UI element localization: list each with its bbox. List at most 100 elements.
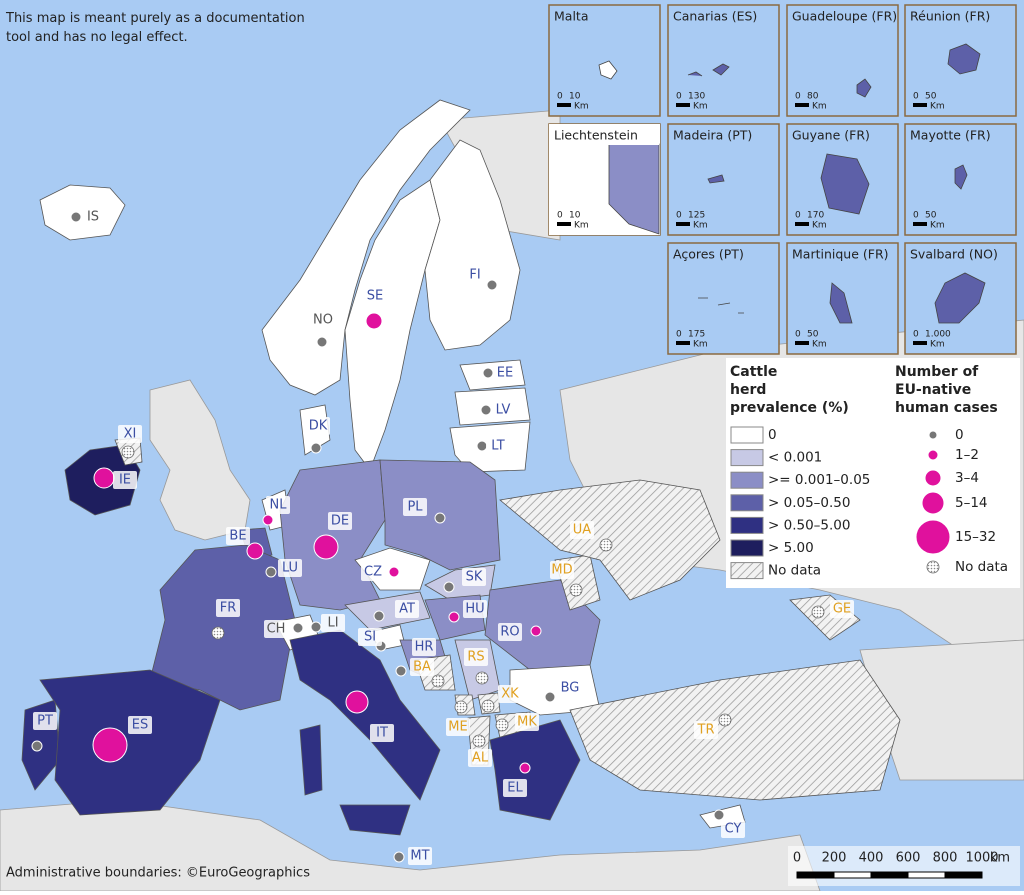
country-label-bg [515,713,539,731]
inset-scale-label: 0 [557,211,563,221]
country-label-bg [498,623,522,641]
inset-scale-bar [913,222,927,226]
country-label: PT [37,714,53,729]
legend-label: 0 [955,427,964,443]
inset-scale-label: 1.000 [925,330,951,340]
inset-scale-label: 0 [676,211,682,221]
countries [21,99,901,836]
inset-scale-label: 50 [925,211,937,221]
legend-label: > 5.00 [768,540,814,556]
country-label-bg [266,496,290,514]
scale-segment [796,871,835,879]
legend-swatch [730,426,764,444]
country-label-bg [361,563,385,581]
case-marker [262,514,274,526]
scale-label: 200 [822,851,847,866]
country-label-bg [81,208,105,226]
inset-scale-bar [676,341,690,345]
inset-title: Réunion (FR) [910,9,990,24]
country-label-bg [694,721,718,739]
country-label: HR [415,640,434,655]
case-marker [393,851,405,863]
legend-label: > 0.50–5.00 [768,517,850,533]
inset-scale-bar [676,103,690,107]
country-label: SI [364,630,376,645]
inset-title: Martinique (FR) [792,247,889,262]
inset-title: Canarias (ES) [673,9,757,24]
country-label-bg [321,614,345,632]
case-marker [569,583,583,597]
country-label: LT [491,439,504,454]
inset-scale-label: 125 [688,211,705,221]
country-label-bg [278,559,302,577]
inset-scale-label: 50 [925,92,937,102]
inset-scale-unit: Km [574,102,589,112]
country-label: LV [496,403,511,418]
country-label-bg [463,266,487,284]
case-marker [121,445,135,459]
country-label: BE [229,529,246,544]
case-marker [544,691,556,703]
inset-title-bg [906,244,1015,264]
country-label: BA [413,660,431,675]
inset-scale-unit: Km [812,102,827,112]
scale-label: 1000 [965,851,998,866]
inset-scale-unit: Km [693,102,708,112]
legend-symbol [924,469,942,487]
country-label-bg [264,620,288,638]
legend-label: 15–32 [955,529,996,545]
country-label-bg [463,600,487,618]
case-marker [443,581,455,593]
country-label: IE [119,473,131,488]
inset-title: Madeira (PT) [673,128,752,143]
disclaimer: This map is meant purely as a documentat… [5,11,305,45]
scale-label: 0 [793,851,801,866]
scale-label: 400 [859,851,884,866]
inset-scale-unit: Km [930,102,945,112]
inset-shape [947,43,981,75]
inset-shape [829,282,853,324]
case-marker [70,211,82,223]
country-label-bg [226,527,250,545]
legend-label: 3–4 [955,470,979,486]
case-marker [431,674,445,688]
country-label: UA [573,523,592,538]
country-label-bg [410,658,434,676]
case-marker [316,336,328,348]
inset-title-bg [669,125,778,145]
country-label-bg [306,417,330,435]
country-label-bg [486,437,510,455]
inset-scale-unit: Km [693,221,708,231]
inset-title-bg [550,6,659,26]
country-label: CZ [364,565,382,580]
inset-title: Liechtenstein [554,128,638,143]
country-label: LU [282,561,298,576]
legend-swatch [730,471,764,489]
case-marker [599,538,613,552]
country-label: MD [551,563,572,578]
country-label: SE [367,289,383,304]
case-marker [480,404,492,416]
country-label: MK [517,715,537,730]
case-marker [486,279,498,291]
inset-shape [820,153,870,215]
legend-label: No data [955,559,1008,575]
country-label: NO [313,313,333,328]
country-label-bg [468,749,492,767]
legend-label: 1–2 [955,447,979,463]
country-label-bg [370,724,394,742]
inset-scale-unit: Km [930,340,945,350]
inset-title-bg [906,125,1015,145]
country-label: BG [561,681,580,696]
inset-shape [856,78,872,98]
inset-title: Malta [554,9,588,24]
case-marker [93,467,115,489]
case-marker [448,611,460,623]
country-label: SK [466,570,483,585]
inset-title-bg [669,6,778,26]
case-marker [310,621,322,633]
